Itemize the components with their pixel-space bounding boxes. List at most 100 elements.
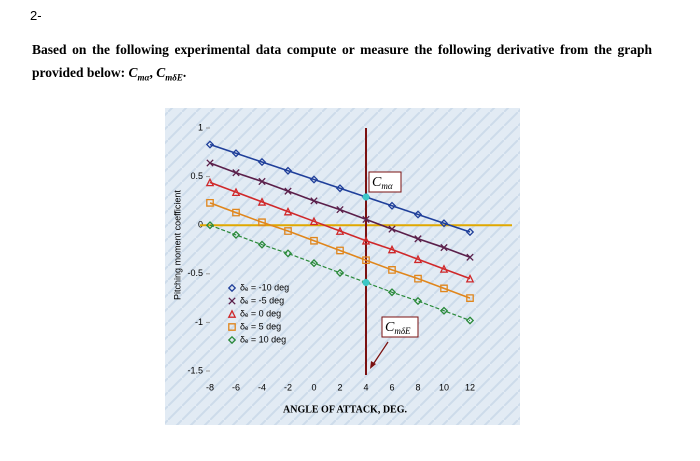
symbol-sub: mδE (165, 72, 183, 83)
x-tick-label: -8 (206, 382, 214, 392)
annotation-box (368, 171, 402, 193)
marker (309, 258, 319, 268)
x-tick-label: 2 (337, 382, 342, 392)
symbol-base: C (156, 65, 166, 80)
marker (439, 219, 449, 228)
question-number: 2- (30, 8, 42, 23)
y-axis-label: Pitching moment coefficient (172, 190, 182, 300)
y-tick-label: -1 (195, 317, 203, 327)
y-tick-label: -0.5 (187, 268, 203, 278)
marker (439, 306, 449, 315)
marker (335, 268, 345, 277)
legend-label: δₑ = -5 deg (240, 295, 284, 305)
marker (466, 294, 474, 302)
marker (206, 198, 214, 207)
symbol-base: C (128, 65, 138, 80)
marker (257, 240, 267, 249)
marker (309, 216, 319, 226)
marker (257, 197, 267, 206)
question-text: Based on the following experimental data… (32, 42, 652, 83)
annotation-base: C (385, 320, 395, 335)
marker (336, 246, 344, 255)
marker (413, 254, 423, 264)
marker (440, 243, 448, 252)
question-body: Based on the following experimental data… (32, 42, 652, 80)
marker (440, 284, 448, 293)
x-tick-label: -4 (258, 382, 266, 392)
intersection-dot (362, 279, 370, 287)
marker (465, 274, 475, 283)
x-tick-label: 12 (465, 382, 475, 392)
marker (283, 249, 293, 258)
marker (283, 166, 293, 175)
marker (465, 227, 475, 237)
marker (414, 235, 422, 243)
marker (336, 205, 344, 214)
marker (465, 316, 475, 325)
marker (413, 210, 423, 219)
x-tick-label: 8 (415, 382, 420, 392)
legend-label: δₑ = 0 deg (240, 308, 281, 318)
marker (466, 253, 474, 261)
x-tick-label: -6 (232, 382, 240, 392)
annotation-sub: mδE (394, 326, 411, 336)
legend-label: δₑ = 10 deg (240, 334, 286, 344)
series-line (209, 202, 471, 299)
legend-marker (227, 283, 237, 293)
annotation: CmδE (385, 320, 411, 336)
series-line (209, 181, 471, 280)
marker (205, 177, 215, 187)
marker (232, 169, 240, 177)
symbol: CmδE (156, 65, 183, 83)
legend-label: δₑ = 5 deg (240, 321, 281, 331)
series-line (209, 143, 471, 233)
annotation-arrowhead (370, 361, 376, 369)
marker (284, 187, 292, 195)
marker (231, 230, 241, 240)
marker (205, 140, 215, 149)
annotation: Cmα (372, 175, 393, 191)
marker (309, 175, 319, 184)
marker (284, 227, 292, 235)
intersection-dot (362, 193, 370, 201)
marker (387, 288, 397, 297)
x-axis-label: ANGLE OF ATTACK, DEG. (283, 404, 407, 415)
marker (335, 226, 345, 235)
marker (387, 244, 397, 254)
marker (231, 187, 241, 197)
marker (388, 266, 396, 274)
marker (232, 208, 240, 217)
marker (361, 236, 371, 245)
legend-marker (227, 335, 237, 345)
marker (283, 206, 293, 216)
symbol-sub: mα (137, 72, 150, 83)
annotation-box (381, 316, 419, 338)
x-tick-label: 0 (311, 382, 316, 392)
legend-label: δₑ = -10 deg (240, 282, 289, 292)
marker (387, 201, 397, 210)
marker (257, 157, 267, 167)
y-tick-label: -1.5 (187, 365, 203, 375)
annotation-base: C (372, 175, 382, 190)
legend-marker (227, 309, 237, 318)
marker (206, 159, 214, 167)
symbol: Cmα (128, 65, 150, 83)
marker (231, 149, 241, 158)
legend-marker (228, 297, 236, 305)
marker (388, 225, 396, 233)
x-tick-label: 4 (363, 382, 368, 392)
marker (335, 184, 345, 193)
x-tick-label: 10 (439, 382, 449, 392)
marker (310, 236, 318, 245)
chart-background (165, 108, 520, 425)
series-line (209, 224, 471, 322)
marker (413, 296, 423, 306)
marker (362, 215, 370, 224)
marker (414, 274, 422, 283)
marker (258, 177, 266, 186)
x-tick-label: -2 (284, 382, 292, 392)
x-tick-label: 6 (389, 382, 394, 392)
marker (205, 221, 215, 230)
